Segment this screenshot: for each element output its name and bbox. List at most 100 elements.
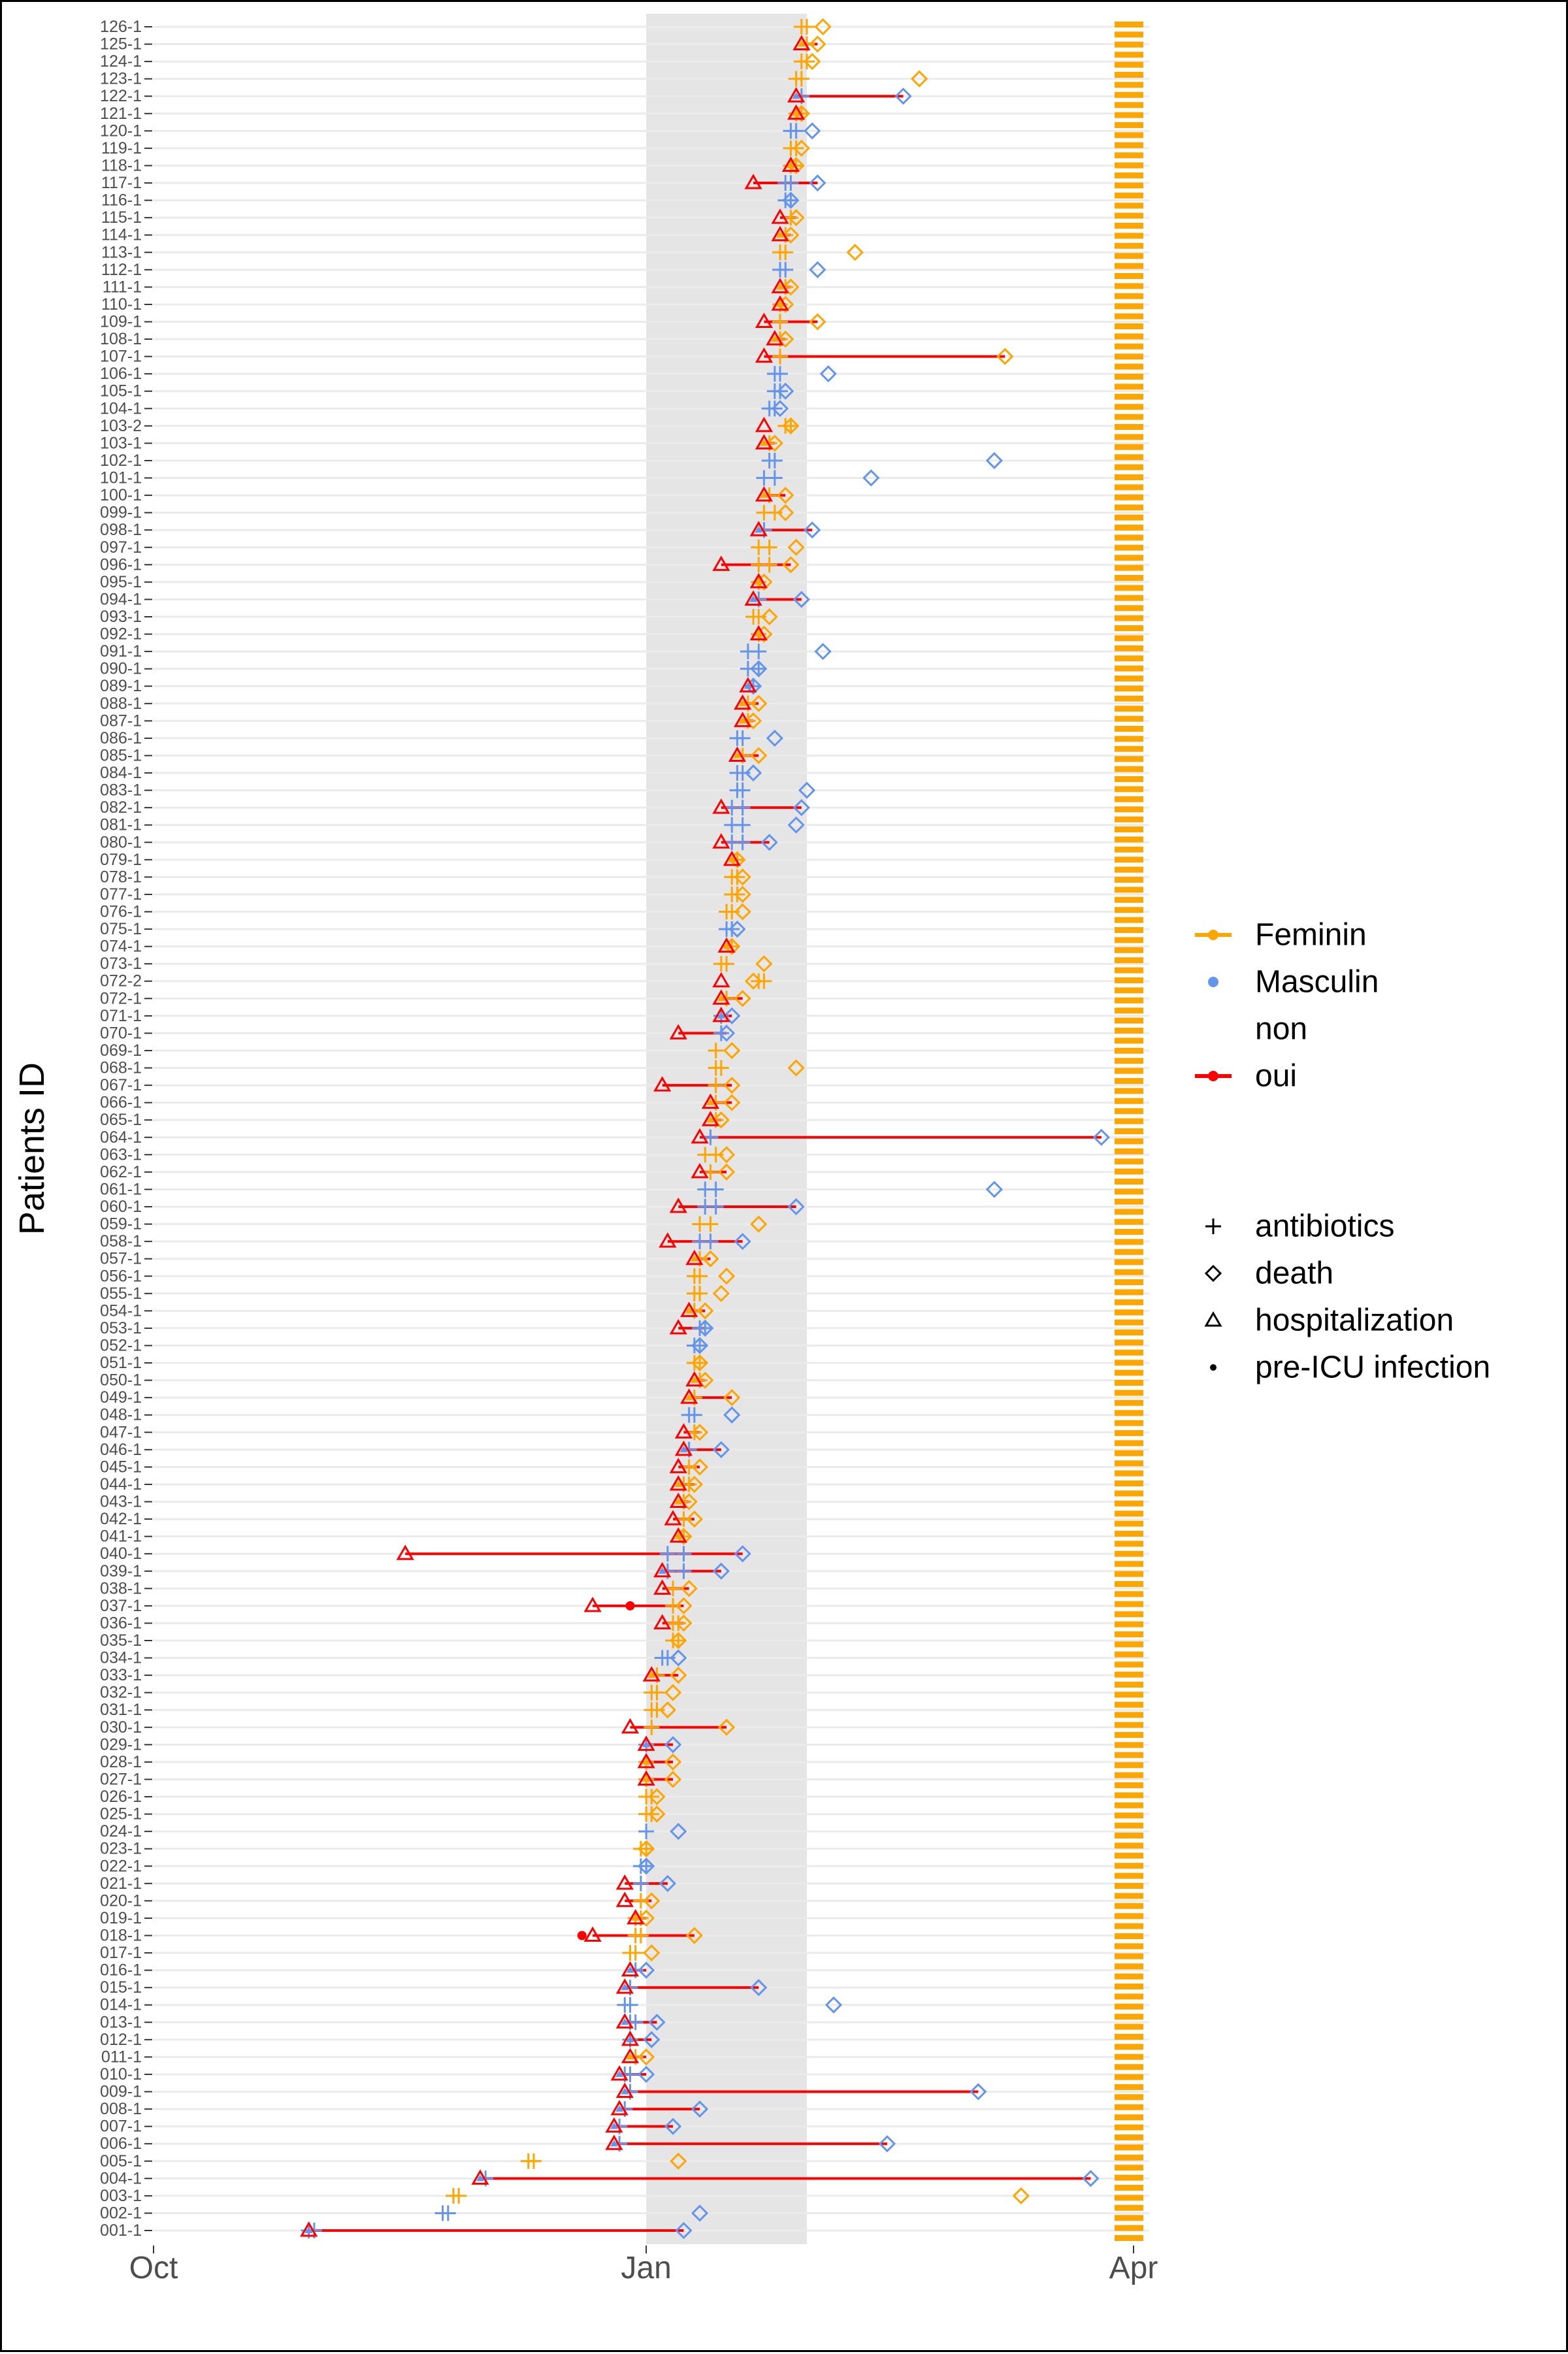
- death-mark: [777, 504, 794, 521]
- antibiotic-mark: [729, 869, 745, 885]
- y-tick-label: 002-1: [100, 2204, 142, 2222]
- death-mark: [809, 261, 826, 278]
- y-tick-label: 017-1: [100, 1944, 142, 1962]
- antibiotic-mark: [751, 644, 767, 660]
- y-tick-label: 083-1: [100, 781, 142, 800]
- y-tick-label: 103-1: [100, 434, 142, 452]
- y-tick-label: 054-1: [100, 1301, 142, 1320]
- hospitalization-mark: [755, 347, 774, 363]
- y-tick-label: 114-1: [101, 226, 142, 244]
- y-tick-label: 102-1: [100, 451, 142, 470]
- hospitalization-mark: [685, 1249, 704, 1266]
- death-mark: [819, 365, 837, 383]
- hospitalization-mark: [712, 1006, 730, 1022]
- antibiotic-mark: [783, 417, 799, 434]
- death-mark: [680, 1493, 698, 1511]
- hospitalization-fill: [674, 1532, 683, 1539]
- legend-diamond: [1204, 1264, 1222, 1283]
- antibiotic-mark: [788, 123, 804, 139]
- legend-swatch-point: [1208, 977, 1218, 987]
- shaded-period: [646, 14, 807, 2244]
- y-tick-label: 072-1: [100, 989, 142, 1007]
- antibiotic-mark: [788, 140, 804, 156]
- death-mark: [766, 729, 783, 747]
- hospitalization-mark: [583, 1596, 602, 1612]
- death-mark: [648, 1805, 666, 1823]
- y-axis-title: Patients ID: [12, 1062, 52, 1235]
- antibiotic-mark: [692, 1337, 708, 1354]
- hospitalization-fill: [615, 2070, 624, 2077]
- y-tick-label: 023-1: [100, 1840, 142, 1858]
- y-tick-label: 119-1: [101, 139, 142, 157]
- death-mark: [685, 1475, 703, 1494]
- hospitalization-mark: [621, 1961, 640, 1977]
- death-mark: [814, 643, 832, 661]
- death-mark: [782, 226, 800, 244]
- y-tick-label: 106-1: [100, 365, 142, 383]
- hospitalization-fill: [792, 109, 800, 116]
- y-tick-label: 010-1: [100, 2065, 142, 2084]
- antibiotic-mark: [649, 1684, 665, 1701]
- hospitalization-mark: [787, 104, 806, 120]
- y-tick-label: 099-1: [100, 504, 142, 522]
- y-tick-label: 122-1: [100, 87, 142, 105]
- hospitalization-fill: [626, 2053, 634, 2060]
- death-mark: [750, 1979, 768, 1997]
- y-tick-label: 104-1: [100, 399, 142, 417]
- y-tick-label: 057-1: [100, 1250, 142, 1268]
- antibiotic-mark: [772, 366, 789, 382]
- legend-key: death: [1204, 1256, 1333, 1291]
- hospitalization-fill: [631, 1914, 640, 1921]
- legend-label: antibiotics: [1255, 1209, 1394, 1244]
- hospitalization-fill: [797, 40, 806, 47]
- y-tick-label: 001-1: [100, 2221, 142, 2240]
- antibiotic-mark: [644, 1719, 660, 1735]
- antibiotic-mark: [761, 539, 777, 555]
- hospitalization-mark: [712, 833, 730, 849]
- hospitalization-mark: [749, 572, 768, 589]
- y-tick-label: 069-1: [100, 1041, 142, 1060]
- y-tick-label: 011-1: [101, 2048, 142, 2066]
- hospitalization-fill: [728, 855, 736, 862]
- hospitalization-mark: [615, 2013, 634, 2029]
- hospitalization-fill: [679, 1445, 688, 1452]
- y-tick-label: 117-1: [101, 174, 142, 192]
- y-tick-label: 044-1: [100, 1475, 142, 1494]
- y-tick-label: 019-1: [100, 1909, 142, 1927]
- hospitalization-mark: [637, 1770, 655, 1786]
- hospitalization-mark: [653, 1614, 672, 1629]
- y-tick-label: 038-1: [100, 1579, 142, 1597]
- y-tick-label: 097-1: [100, 538, 142, 557]
- antibiotic-mark: [734, 817, 751, 833]
- death-mark: [744, 712, 762, 730]
- death-mark: [985, 1181, 1004, 1198]
- death-mark: [798, 781, 816, 799]
- y-tick-label: 084-1: [100, 764, 142, 782]
- y-tick-label: 088-1: [100, 695, 142, 713]
- hospitalization-fill: [738, 717, 747, 724]
- death-mark: [792, 139, 810, 157]
- hospitalization-fill: [642, 1775, 651, 1782]
- hospitalization-mark: [691, 1162, 709, 1179]
- death-mark: [712, 1284, 730, 1302]
- antibiotic-mark: [686, 1407, 702, 1423]
- y-tick-label: 024-1: [100, 1822, 142, 1840]
- hospitalization-fill: [690, 1254, 698, 1262]
- legend-label: non: [1255, 1012, 1307, 1047]
- y-tick-label: 050-1: [100, 1371, 142, 1390]
- death-mark: [637, 2048, 655, 2066]
- y-tick-label: 051-1: [100, 1354, 142, 1372]
- y-tick-label: 087-1: [100, 711, 142, 730]
- hospitalization-fill: [776, 283, 785, 290]
- death-mark: [637, 1840, 655, 1857]
- hospitalization-mark: [669, 1475, 687, 1491]
- hospitalization-fill: [685, 1307, 693, 1314]
- death-mark: [777, 382, 794, 400]
- death-mark: [664, 1684, 682, 1701]
- antibiotic-mark: [729, 886, 745, 902]
- antibiotic-mark: [692, 1285, 708, 1301]
- hospitalization-fill: [304, 2227, 313, 2233]
- y-tick-label: 075-1: [100, 920, 142, 938]
- death-mark: [734, 885, 751, 904]
- y-tick-label: 107-1: [100, 348, 142, 366]
